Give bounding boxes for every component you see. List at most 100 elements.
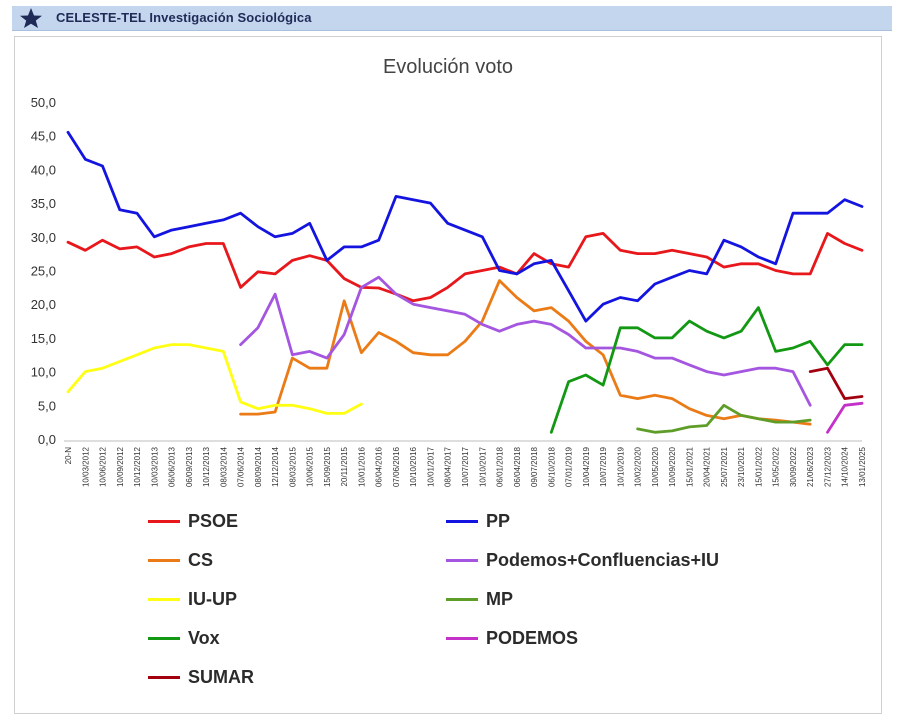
legend-item: CS: [148, 547, 213, 573]
x-tick-label: 09/07/2018: [530, 446, 539, 487]
x-tick-label: 06/04/2016: [375, 446, 384, 487]
y-tick-label: 50,0: [31, 95, 56, 110]
x-tick-label: 06/10/2018: [547, 446, 556, 487]
legend-swatch: [446, 636, 478, 640]
legend-swatch: [148, 597, 180, 601]
x-tick-label: 27/12/2023: [823, 446, 832, 487]
x-tick-label: 07/06/2016: [392, 446, 401, 487]
x-tick-label: 06/01/2018: [496, 446, 505, 487]
legend-item: PSOE: [148, 508, 238, 534]
x-tick-label: 08/03/2015: [288, 446, 297, 487]
x-tick-label: 23/10/2021: [737, 446, 746, 487]
x-tick-label: 06/06/2013: [168, 446, 177, 487]
series-line-vox: [549, 306, 864, 434]
y-tick-label: 35,0: [31, 196, 56, 211]
report-header-title: CELESTE-TEL Investigación Sociológica: [56, 10, 312, 25]
x-tick-label: 20/04/2021: [703, 446, 712, 487]
x-tick-label: 10/01/2016: [357, 446, 366, 487]
x-tick-label: 10/07/2019: [599, 446, 608, 487]
x-tick-label: 10/12/2013: [202, 446, 211, 487]
x-tick-label: 14/10/2024: [841, 446, 850, 487]
x-tick-label: 10/06/2012: [99, 446, 108, 487]
x-tick-label: 10/10/2017: [478, 446, 487, 487]
chart-frame: [14, 36, 882, 714]
legend-swatch: [148, 675, 180, 679]
report-header: CELESTE-TEL Investigación Sociológica: [12, 6, 892, 31]
legend-item: MP: [446, 586, 513, 612]
x-tick-label: 07/06/2014: [237, 446, 246, 487]
series-line-sumar: [808, 366, 864, 401]
x-tick-label: 30/09/2022: [789, 446, 798, 487]
x-tick-label: 10/02/2020: [634, 446, 643, 487]
legend-label: PODEMOS: [486, 627, 579, 648]
legend-label: PSOE: [188, 510, 239, 531]
x-tick-label: 15/01/2021: [685, 446, 694, 487]
x-tick-label: 10/07/2017: [461, 446, 470, 487]
x-tick-label: 10/10/2016: [409, 446, 418, 487]
x-tick-label: 06/04/2018: [513, 446, 522, 487]
star-icon: [20, 8, 42, 28]
y-tick-label: 15,0: [31, 331, 56, 346]
x-tick-label: 25/07/2021: [720, 446, 729, 487]
x-tick-label: 10/12/2012: [133, 446, 142, 487]
legend-label: Vox: [188, 627, 220, 648]
legend-item: IU-UP: [148, 586, 237, 612]
legend-item: Vox: [148, 625, 220, 651]
x-tick-label: 20/11/2015: [340, 446, 349, 486]
y-tick-label: 40,0: [31, 162, 56, 177]
y-axis: 0,0 5,0 10,0 15,0 20,0 25,0 30,0 35,0 40,0 45,0 50…: [31, 95, 56, 447]
series-line-pp: [66, 130, 864, 323]
legend-label: IU-UP: [188, 588, 237, 609]
legend-label: Podemos+Confluencias+IU: [486, 549, 720, 570]
x-tick-label: 10/05/2020: [651, 446, 660, 487]
x-tick-label: 10/04/2019: [582, 446, 591, 487]
legend-label: CS: [188, 549, 214, 570]
x-axis: 20-N 10/03/2012 10/06/2012 10/09/2012 10/12/…: [64, 440, 867, 487]
legend-item: PP: [446, 508, 510, 534]
x-tick-label: 07/01/2019: [565, 446, 574, 487]
x-tick-label: 21/06/2023: [806, 446, 815, 487]
y-tick-label: 0,0: [38, 432, 56, 447]
legend-swatch: [446, 519, 478, 523]
x-tick-label: 13/01/2025: [858, 446, 867, 487]
x-tick-label: 10/01/2017: [426, 446, 435, 487]
y-tick-label: 30,0: [31, 230, 56, 245]
x-tick-label: 10/03/2012: [81, 446, 90, 487]
y-tick-label: 25,0: [31, 264, 56, 279]
legend-swatch: [148, 558, 180, 562]
x-tick-label: 06/09/2013: [185, 446, 194, 487]
y-tick-label: 10,0: [31, 365, 56, 380]
x-tick-label: 08/04/2017: [444, 446, 453, 487]
x-tick-label: 15/01/2022: [754, 446, 763, 487]
x-tick-label: 10/09/2012: [116, 446, 125, 487]
legend-swatch: [148, 519, 180, 523]
x-tick-label: 12/12/2014: [271, 446, 280, 487]
series-line-podemos: [826, 401, 864, 434]
chart-title: Evolución voto: [383, 56, 513, 78]
series-line-iu-up: [66, 343, 363, 415]
x-tick-label: 10/06/2015: [306, 446, 315, 487]
x-tick-label: 10/10/2019: [616, 446, 625, 487]
x-tick-label: 08/03/2014: [219, 446, 228, 487]
x-tick-label: 20-N: [64, 447, 73, 465]
series-line-cs: [239, 279, 812, 426]
chart-legend: PSOE PP CS Podemos+Confluencias+IU IU-UP MP Vo…: [148, 508, 848, 708]
series-line-mp: [636, 403, 812, 434]
legend-item: Podemos+Confluencias+IU: [446, 547, 719, 573]
x-tick-label: 10/09/2020: [668, 446, 677, 487]
legend-swatch: [446, 558, 478, 562]
series-line-psoe: [66, 231, 864, 303]
series-line-podemos-confluencias-iu: [239, 275, 812, 407]
y-tick-label: 5,0: [38, 398, 56, 413]
x-tick-label: 08/09/2014: [254, 446, 263, 487]
legend-swatch: [148, 636, 180, 640]
y-tick-label: 20,0: [31, 297, 56, 312]
y-tick-label: 45,0: [31, 129, 56, 144]
legend-label: PP: [486, 510, 511, 531]
legend-label: SUMAR: [188, 666, 254, 687]
legend-label: MP: [486, 588, 513, 609]
x-tick-label: 15/09/2015: [323, 446, 332, 487]
x-tick-label: 15/05/2022: [772, 446, 781, 487]
legend-item: SUMAR: [148, 664, 254, 690]
